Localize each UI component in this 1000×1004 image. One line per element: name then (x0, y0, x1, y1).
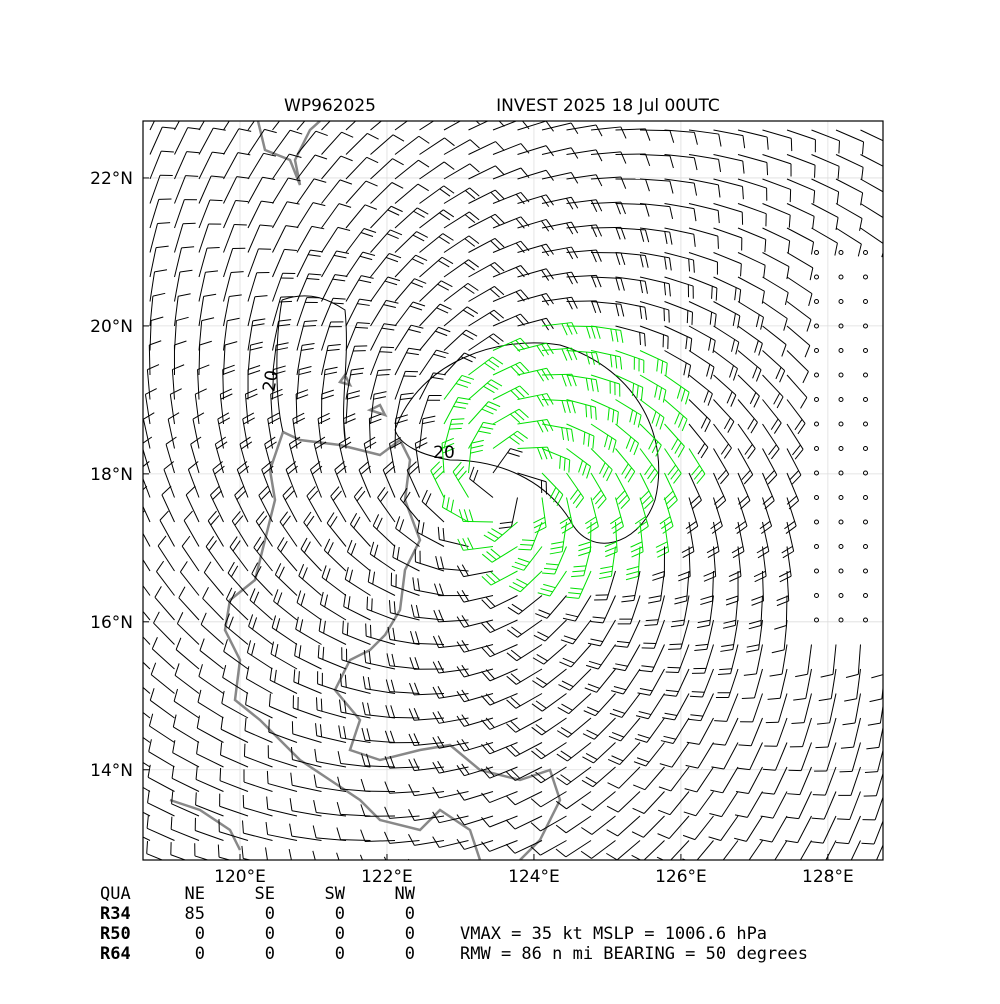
barb-feather (692, 312, 693, 325)
x-tick-label: 122°E (361, 867, 413, 887)
contour-label: 20 (433, 443, 455, 463)
table-header: NW (395, 884, 416, 904)
barb-feather (372, 598, 373, 611)
row-label: R34 (100, 904, 131, 924)
barb-feather (718, 236, 719, 249)
barb-staff (149, 345, 150, 375)
x-tick-label: 128°E (802, 867, 854, 887)
table-cell: 0 (405, 924, 415, 944)
barb-feather (666, 672, 679, 673)
barb-feather (668, 649, 681, 650)
barb-feather (210, 200, 223, 201)
barb-feather (196, 792, 197, 805)
row-label: R50 (100, 924, 131, 944)
barb-feather (366, 624, 367, 637)
barb-feather (279, 301, 292, 302)
barb-feather (815, 747, 828, 748)
y-tick-label: 16°N (90, 613, 133, 633)
barb-feather (381, 347, 394, 348)
barb-feather (267, 771, 268, 784)
barb-feather (234, 224, 247, 225)
barb-feather (840, 771, 853, 772)
contour-label: 20 (259, 369, 282, 394)
table-cell: 0 (195, 944, 205, 964)
table-cell: 0 (405, 904, 415, 924)
barb-feather (716, 288, 717, 301)
barb-feather (518, 549, 531, 550)
barb-feather (668, 667, 681, 668)
y-tick-label: 14°N (90, 761, 133, 781)
table-header: SE (255, 884, 275, 904)
barb-feather (690, 696, 703, 697)
table-cell: 0 (265, 924, 275, 944)
table-cell: 85 (185, 904, 205, 924)
title-left: WP962025 (284, 96, 376, 116)
barb-feather (839, 141, 840, 154)
y-tick-label: 20°N (90, 317, 133, 337)
y-tick-label: 22°N (90, 169, 133, 189)
barb-feather (186, 176, 199, 177)
x-tick-label: 126°E (655, 867, 707, 887)
table-cell: 0 (405, 944, 415, 964)
barb-feather (669, 644, 682, 645)
y-tick-label: 18°N (90, 465, 133, 485)
x-tick-label: 124°E (508, 867, 560, 887)
barb-feather (316, 697, 317, 710)
row-label: R64 (100, 944, 131, 964)
table-cell: 0 (335, 904, 345, 924)
info-line: VMAX = 35 kt MSLP = 1006.6 hPa (460, 924, 767, 944)
barb-feather (207, 247, 220, 248)
table-header: NE (185, 884, 205, 904)
barb-feather (367, 597, 368, 610)
barb-feather (837, 819, 850, 820)
barb-feather (220, 768, 221, 781)
table-header: SW (325, 884, 346, 904)
barb-feather (321, 699, 322, 712)
barb-feather (520, 545, 533, 546)
barb-staff (199, 345, 200, 375)
table-cell: 0 (335, 944, 345, 964)
barb-feather (370, 625, 371, 638)
table-cell: 0 (195, 924, 205, 944)
barb-feather (692, 692, 705, 693)
barb-feather (861, 843, 874, 844)
table-header: QUA (100, 884, 131, 904)
barb-feather (522, 540, 535, 541)
barb-feather (815, 165, 816, 178)
barb-feather (244, 744, 245, 757)
barb-feather (767, 163, 768, 176)
barb-feather (712, 286, 713, 299)
info-line: RMW = 86 n mi BEARING = 50 degrees (460, 944, 808, 964)
table-cell: 0 (265, 904, 275, 924)
barb-feather (687, 310, 688, 323)
title-right: INVEST 2025 18 Jul 00UTC (496, 96, 720, 116)
x-tick-label: 120°E (214, 867, 266, 887)
table-cell: 0 (335, 924, 345, 944)
table-cell: 0 (265, 944, 275, 964)
barb-feather (281, 297, 294, 298)
barb-feather (742, 698, 755, 699)
barb-feather (380, 352, 393, 353)
